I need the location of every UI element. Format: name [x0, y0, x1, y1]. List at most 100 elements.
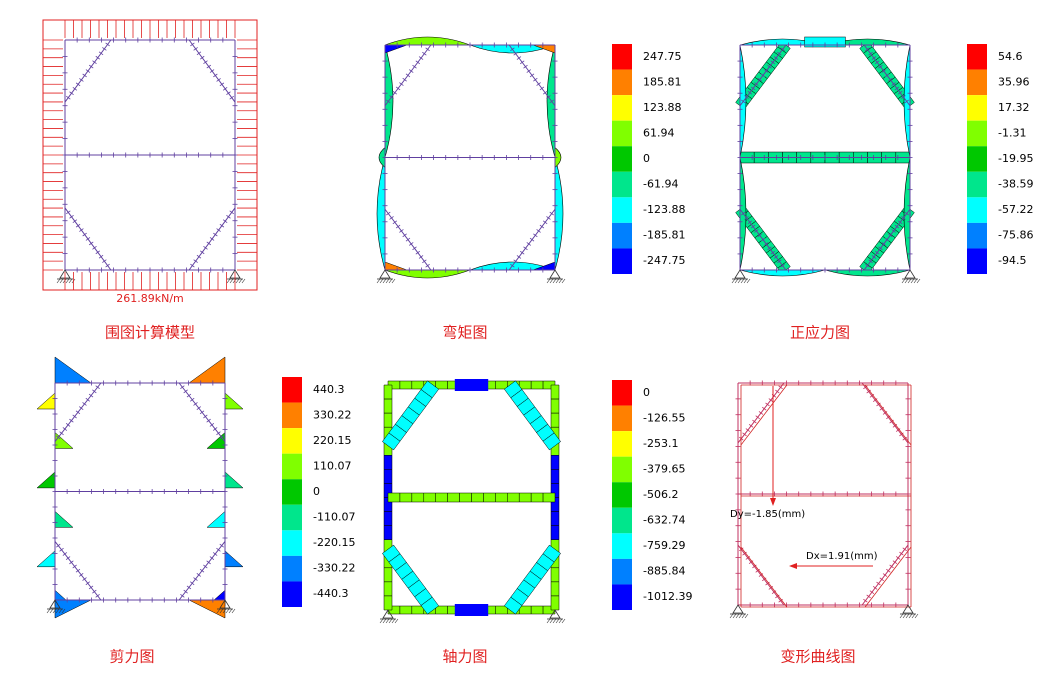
- legend-value: -110.07: [313, 511, 355, 524]
- legend-value: 123.88: [643, 101, 682, 114]
- member-tick: [775, 594, 780, 599]
- member-tick: [66, 210, 71, 215]
- legend-swatch: [612, 558, 632, 585]
- member-tick: [539, 224, 545, 229]
- member-tick: [59, 431, 64, 436]
- support-hatch: [746, 278, 751, 284]
- legend-swatch: [282, 428, 302, 454]
- support-hatch: [911, 613, 916, 619]
- member-tick: [102, 47, 107, 51]
- diagram-fill: [54, 356, 92, 384]
- member-tick: [213, 232, 218, 237]
- band-cell: [435, 492, 448, 503]
- member-tick: [102, 259, 107, 263]
- band-cell: [383, 581, 393, 597]
- member-tick: [897, 90, 903, 95]
- member-tick: [196, 573, 201, 577]
- legend-value: 17.32: [998, 101, 1030, 114]
- member-tick: [392, 90, 398, 95]
- band-cell: [383, 455, 393, 470]
- member-tick: [206, 241, 212, 246]
- legend-value: -506.2: [643, 488, 678, 501]
- support-hatch: [546, 618, 551, 624]
- deformed-member: [740, 384, 788, 446]
- member-tick: [105, 42, 110, 47]
- support-hatch: [735, 613, 740, 619]
- band-cell: [423, 492, 436, 503]
- support-hatch: [916, 278, 921, 284]
- member-tick: [888, 77, 893, 82]
- member-tick: [85, 581, 91, 586]
- member-tick: [65, 556, 71, 561]
- member-tick: [869, 590, 875, 594]
- member-tick: [395, 224, 401, 229]
- member-tick: [745, 428, 751, 432]
- legend-swatch: [612, 456, 632, 483]
- member-tick: [180, 593, 185, 598]
- member-tick: [865, 263, 870, 268]
- panel-title: 剪力图: [109, 648, 154, 666]
- member-tick: [765, 402, 770, 407]
- member-tick: [741, 99, 746, 104]
- member-tick: [780, 47, 785, 52]
- legend-swatch: [282, 402, 302, 429]
- member-tick: [82, 577, 87, 581]
- member-tick: [765, 581, 770, 586]
- band-cell: [483, 492, 496, 503]
- legend-value: 54.6: [998, 50, 1023, 63]
- member-tick: [95, 55, 101, 60]
- support-hatch: [55, 608, 60, 614]
- member-tick: [425, 47, 430, 52]
- member-tick: [865, 47, 870, 52]
- member-tick: [196, 406, 201, 410]
- support-hatch: [238, 278, 243, 284]
- member-tick: [69, 418, 74, 423]
- member-tick: [542, 90, 548, 95]
- legend-value: -61.94: [643, 178, 678, 191]
- member-tick: [186, 585, 192, 590]
- legend-swatch: [967, 95, 987, 121]
- legend-swatch: [612, 533, 632, 559]
- member-tick: [760, 73, 766, 78]
- member-tick: [412, 246, 417, 251]
- legend-value: -57.22: [998, 203, 1033, 216]
- member-tick: [778, 598, 783, 603]
- member-tick: [546, 95, 551, 99]
- member-tick: [402, 233, 407, 238]
- member-tick: [775, 389, 780, 394]
- member-tick: [549, 211, 554, 216]
- legend-swatch: [282, 555, 302, 582]
- member-tick: [533, 77, 538, 82]
- band-cell: [383, 469, 393, 484]
- legend-swatch: [612, 44, 632, 70]
- support-hatch: [899, 613, 904, 619]
- member-tick: [891, 82, 896, 86]
- member-tick: [886, 415, 891, 420]
- member-tick: [212, 427, 218, 431]
- support-hatch: [555, 618, 560, 624]
- arrow-head: [770, 498, 776, 506]
- legend-value: 110.07: [313, 459, 352, 472]
- support-hatch: [232, 278, 237, 284]
- member-tick: [199, 410, 205, 415]
- member-tick: [386, 99, 391, 104]
- member-tick: [56, 543, 61, 548]
- member-tick: [757, 233, 762, 238]
- member-tick: [513, 259, 518, 264]
- member-tick: [95, 250, 101, 255]
- member-tick: [529, 237, 535, 242]
- diagram-fill: [36, 392, 56, 410]
- member-tick: [219, 543, 224, 548]
- band-cell: [518, 492, 532, 503]
- member-tick: [868, 259, 873, 264]
- support-hatch: [379, 278, 384, 284]
- support-hatch: [743, 278, 748, 284]
- legend-value: -38.59: [998, 178, 1033, 191]
- member-tick: [879, 406, 884, 411]
- member-tick: [193, 259, 198, 263]
- load-label: 261.89kN/m: [116, 292, 184, 305]
- band-cell: [550, 384, 560, 400]
- legend-swatch: [967, 197, 987, 223]
- support-hatch: [59, 278, 64, 284]
- member-tick: [88, 393, 94, 398]
